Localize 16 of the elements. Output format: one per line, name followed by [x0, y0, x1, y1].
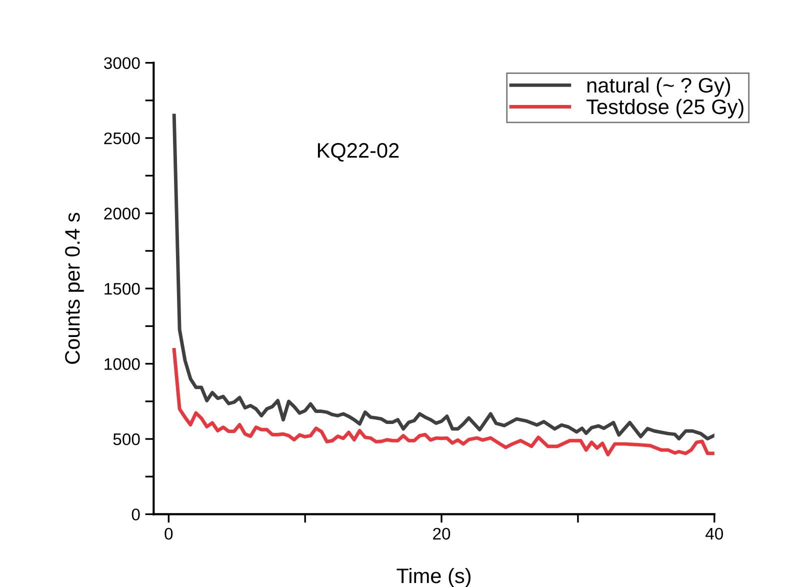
- x-tick-label: 0: [164, 528, 173, 540]
- y-tick-label: 3000: [104, 57, 140, 70]
- legend-label: Testdose (25 Gy): [586, 98, 744, 118]
- y-axis-title: Counts per 0.4 s: [65, 212, 84, 364]
- y-tick-label: 1000: [104, 358, 140, 370]
- y-tick-label: 500: [113, 433, 140, 446]
- y-tick-label: 1500: [104, 282, 140, 295]
- x-tick-label: 40: [706, 528, 723, 540]
- y-tick-label: 0: [132, 508, 140, 520]
- x-tick-label: 20: [433, 528, 450, 540]
- x-axis-title: Time (s): [396, 568, 471, 587]
- y-tick-label: 2000: [104, 208, 140, 220]
- legend-label: natural (~ ? Gy): [587, 77, 730, 97]
- y-tick-label: 2500: [104, 132, 140, 144]
- annotation: KQ22-02: [318, 143, 399, 162]
- line-series: [172, 348, 714, 456]
